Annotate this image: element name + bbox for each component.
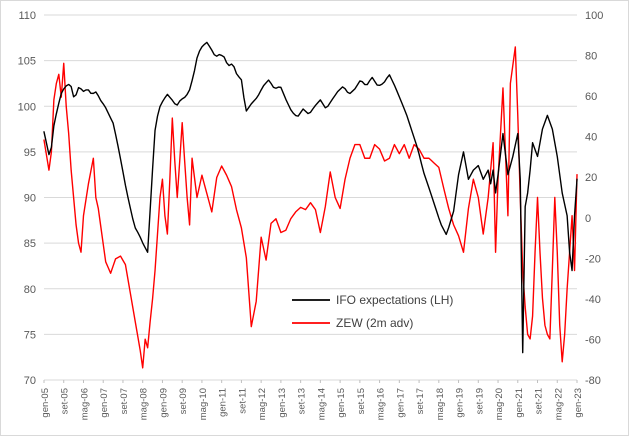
svg-text:mag-18: mag-18 [435,388,446,420]
svg-text:60: 60 [585,91,597,103]
svg-text:mag-20: mag-20 [494,388,505,420]
svg-text:20: 20 [585,172,597,184]
svg-text:mag-12: mag-12 [257,388,268,420]
svg-text:0: 0 [585,213,591,225]
svg-text:80: 80 [585,51,597,63]
svg-text:mag-08: mag-08 [139,388,150,420]
svg-text:gen-11: gen-11 [218,388,229,417]
svg-text:mag-06: mag-06 [79,388,90,420]
svg-text:-20: -20 [585,253,601,265]
svg-text:100: 100 [18,101,36,113]
svg-text:set-11: set-11 [237,388,248,414]
svg-text:90: 90 [24,193,36,205]
svg-text:gen-17: gen-17 [395,388,406,418]
svg-text:gen-21: gen-21 [514,388,525,418]
svg-text:-80: -80 [585,375,601,387]
svg-text:ZEW (2m adv): ZEW (2m adv) [336,316,413,330]
svg-text:set-17: set-17 [415,388,426,414]
svg-text:105: 105 [18,56,36,68]
svg-text:gen-05: gen-05 [40,388,51,418]
svg-text:40: 40 [585,132,597,144]
svg-text:set-21: set-21 [534,388,545,414]
svg-text:gen-15: gen-15 [336,388,347,418]
svg-text:set-19: set-19 [474,388,485,414]
svg-text:100: 100 [585,10,603,22]
svg-text:gen-19: gen-19 [455,388,466,418]
svg-text:gen-07: gen-07 [99,388,110,418]
svg-text:85: 85 [24,238,36,250]
svg-text:70: 70 [24,375,36,387]
svg-text:mag-22: mag-22 [553,388,564,420]
svg-text:set-05: set-05 [60,388,71,414]
svg-text:gen-09: gen-09 [158,388,169,418]
svg-text:mag-16: mag-16 [376,388,387,420]
svg-text:set-15: set-15 [356,388,367,414]
svg-text:80: 80 [24,284,36,296]
svg-text:95: 95 [24,147,36,159]
svg-text:gen-13: gen-13 [277,388,288,418]
svg-text:gen-23: gen-23 [573,388,584,418]
svg-text:-40: -40 [585,294,601,306]
svg-text:mag-14: mag-14 [316,388,327,420]
svg-text:set-07: set-07 [119,388,130,414]
svg-text:-60: -60 [585,334,601,346]
svg-text:110: 110 [18,10,36,22]
svg-text:75: 75 [24,329,36,341]
svg-text:set-13: set-13 [297,388,308,414]
svg-text:set-09: set-09 [178,388,189,414]
svg-text:mag-10: mag-10 [198,388,209,420]
svg-text:IFO expectations (LH): IFO expectations (LH) [336,293,453,307]
